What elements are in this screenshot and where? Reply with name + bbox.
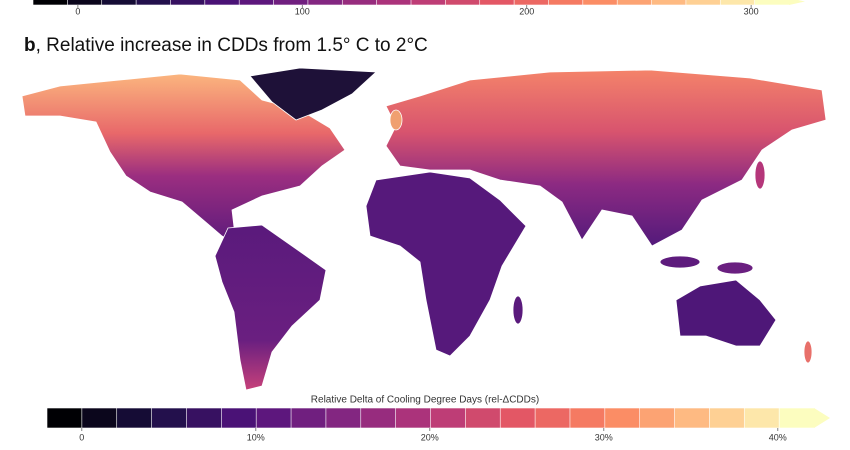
colorbar-segment: [743, 407, 780, 429]
colorbar-segment: [639, 407, 676, 429]
colorbar-tick-label: 0: [75, 6, 80, 16]
colorbar-segment: [410, 0, 446, 6]
colorbar-segment: [46, 407, 83, 429]
south-america: [214, 224, 327, 391]
colorbar-segment: [81, 407, 118, 429]
colorbar-segment: [116, 407, 153, 429]
colorbar-segment: [360, 407, 397, 429]
colorbar-segment: [186, 407, 222, 429]
colorbar-segment: [255, 407, 292, 429]
colorbar-segment: [238, 0, 275, 6]
colorbar: 0 10% 20% 30% 40%: [46, 407, 830, 442]
japan: [754, 160, 766, 190]
colorbar-segment: [67, 0, 103, 6]
north-america: [21, 73, 346, 245]
colorbar-segment: [430, 407, 466, 429]
colorbar-segment: [479, 0, 515, 6]
colorbar-segment: [395, 407, 432, 429]
colorbar-segment: [674, 407, 711, 429]
new-guinea: [716, 261, 754, 275]
australia: [675, 279, 777, 347]
colorbar-tick-label: 0: [79, 432, 84, 442]
colorbar-segment: [604, 407, 641, 429]
panel-title-text: , Relative increase in CDDs from 1.5° C …: [36, 35, 428, 56]
colorbar-tick-label: 100: [295, 6, 310, 16]
panel-label: b: [24, 35, 36, 56]
colorbar-segment: [582, 0, 618, 6]
colorbar-segment: [616, 0, 653, 6]
colorbar-tick-label: 40%: [769, 432, 787, 442]
world-map: [21, 67, 827, 391]
colorbar-segment: [341, 0, 378, 6]
colorbar-segment: [548, 0, 584, 6]
colorbar-segment: [445, 0, 481, 6]
colorbar-segment: [754, 0, 790, 6]
colorbar-arrow: [789, 0, 805, 5]
colorbar-tick-label: 300: [744, 6, 759, 16]
colorbar-segment: [376, 0, 412, 6]
colorbar-title: Relative Delta of Cooling Degree Days (r…: [311, 395, 539, 406]
top-colorbar: 0 100 200 300: [32, 0, 805, 16]
colorbar-segment: [204, 0, 240, 6]
colorbar-segment: [513, 0, 550, 6]
colorbar-segment: [290, 407, 327, 429]
colorbar-segment: [101, 0, 137, 6]
colorbar-segment: [221, 407, 257, 429]
colorbar-segment: [307, 0, 343, 6]
colorbar-segment: [273, 0, 309, 6]
colorbar-segment: [325, 407, 362, 429]
colorbar-tick-label: 200: [519, 6, 534, 16]
colorbar-tick-label: 10%: [247, 432, 265, 442]
colorbar-segment: [685, 0, 721, 6]
colorbar-segment: [465, 407, 501, 429]
colorbar-tick-label: 30%: [595, 432, 613, 442]
africa: [365, 171, 527, 357]
indonesia: [659, 255, 701, 269]
colorbar-tick-label: 20%: [421, 432, 439, 442]
colorbar-segment: [709, 407, 745, 429]
new-zealand: [803, 340, 813, 364]
panel-title: b, Relative increase in CDDs from 1.5° C…: [24, 35, 428, 56]
colorbar-segment: [534, 407, 571, 429]
colorbar-segment: [170, 0, 206, 6]
colorbar-segment: [135, 0, 172, 6]
britain: [389, 109, 403, 131]
colorbar-segment: [719, 0, 756, 6]
colorbar-segment: [32, 0, 68, 6]
madagascar: [512, 295, 524, 325]
colorbar-segment: [499, 407, 536, 429]
greenland: [249, 67, 377, 121]
colorbar-segment: [569, 407, 606, 429]
eurasia: [385, 69, 827, 247]
colorbar-segment: [778, 407, 815, 429]
colorbar-arrow: [814, 408, 830, 428]
colorbar-segment: [651, 0, 687, 6]
colorbar-segment: [151, 407, 188, 429]
